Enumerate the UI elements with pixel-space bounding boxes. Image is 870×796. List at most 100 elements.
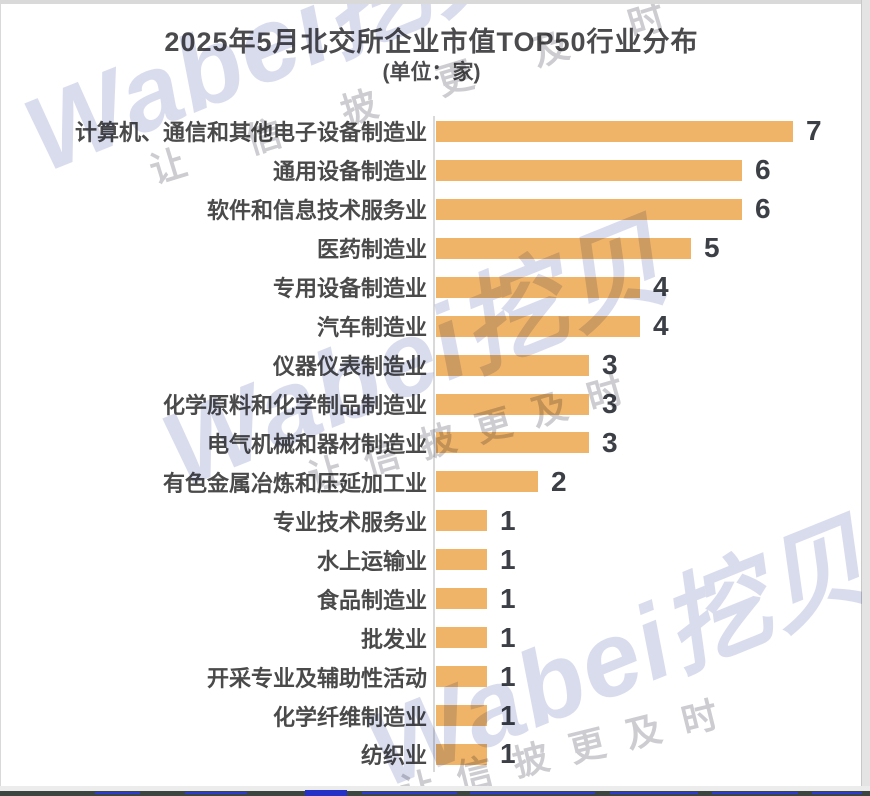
category-label: 通用设备制造业: [272, 159, 427, 185]
y-axis-line: [433, 116, 435, 772]
chart-row: 食品制造业 1: [1, 579, 862, 618]
cutoff-link-fragment: [610, 792, 698, 794]
category-label: 汽车制造业: [316, 315, 427, 341]
bar: [436, 627, 487, 649]
bar-track: 1: [436, 505, 516, 537]
value-label: 1: [500, 582, 516, 614]
bar: [436, 510, 487, 532]
bar-track: 7: [436, 115, 822, 147]
value-label: 4: [653, 271, 669, 303]
category-label: 化学原料和化学制品制造业: [162, 393, 427, 419]
category-label: 仪器仪表制造业: [272, 354, 427, 380]
chart-row: 医药制造业 5: [1, 229, 862, 268]
chart-title: 2025年5月北交所企业市值TOP50行业分布: [164, 27, 699, 57]
chart-row: 专用设备制造业 4: [1, 268, 862, 307]
bar-track: 2: [436, 466, 567, 498]
category-label: 专业技术服务业: [272, 509, 427, 535]
value-label: 1: [500, 504, 516, 536]
window-right-edge: [861, 0, 870, 791]
cutoff-link-fragment: [712, 792, 798, 794]
category-label: 食品制造业: [316, 587, 427, 613]
bar-track: 6: [436, 193, 771, 225]
category-label: 医药制造业: [316, 237, 427, 263]
bar-track: 1: [436, 583, 516, 615]
cutoff-link-fragment: [812, 792, 862, 794]
chart-rows: 计算机、通信和其他电子设备制造业 7 通用设备制造业 6 软件和信息技术服务业 6 医药制造…: [1, 112, 862, 774]
category-label: 纺织业: [360, 743, 427, 769]
category-label: 电气机械和器材制造业: [206, 431, 427, 457]
chart-row: 计算机、通信和其他电子设备制造业 7: [1, 112, 862, 151]
bar-track: 1: [436, 622, 516, 654]
bar-track: 1: [436, 661, 516, 693]
chart-row: 软件和信息技术服务业 6: [1, 190, 862, 229]
chart-canvas: 2025年5月北交所企业市值TOP50行业分布 (单位：家) 计算机、通信和其他…: [1, 4, 862, 786]
category-label: 批发业: [360, 626, 427, 652]
bar-track: 1: [436, 700, 516, 732]
bar: [436, 549, 487, 571]
category-label: 计算机、通信和其他电子设备制造业: [74, 120, 427, 146]
chart-row: 专业技术服务业 1: [1, 501, 862, 540]
value-label: 3: [602, 426, 618, 458]
bar: [436, 743, 487, 765]
value-label: 1: [500, 543, 516, 575]
value-label: 2: [551, 465, 567, 497]
chart-row: 通用设备制造业 6: [1, 151, 862, 190]
value-label: 1: [500, 660, 516, 692]
bar-track: 4: [436, 310, 669, 342]
bar-track: 6: [436, 154, 771, 186]
bar: [436, 471, 538, 493]
chart-row: 纺织业 1: [1, 735, 862, 774]
chart-row: 开采专业及辅助性活动 1: [1, 657, 862, 696]
bar: [436, 393, 589, 415]
chart-row: 化学原料和化学制品制造业 3: [1, 385, 862, 424]
cutoff-link-fragment: [470, 792, 595, 794]
value-label: 3: [602, 349, 618, 381]
bar: [436, 666, 487, 688]
bar: [436, 705, 487, 727]
chart-subtitle: (单位：家): [382, 61, 481, 84]
chart-row: 仪器仪表制造业 3: [1, 346, 862, 385]
bar: [436, 159, 742, 181]
value-label: 1: [500, 738, 516, 770]
value-label: 6: [755, 154, 771, 186]
chart-row: 水上运输业 1: [1, 540, 862, 579]
bar-track: 5: [436, 232, 720, 264]
bar: [436, 588, 487, 610]
chart-row: 有色金属冶炼和压延加工业 2: [1, 462, 862, 501]
bar: [436, 315, 640, 337]
category-label: 专用设备制造业: [272, 276, 427, 302]
cutoff-toolbar: [0, 790, 870, 796]
category-label: 有色金属冶炼和压延加工业: [162, 470, 427, 496]
bar: [436, 237, 691, 259]
chart-row: 化学纤维制造业 1: [1, 696, 862, 735]
value-label: 6: [755, 193, 771, 225]
bar: [436, 198, 742, 220]
bar: [436, 432, 589, 454]
category-label: 开采专业及辅助性活动: [206, 665, 427, 691]
chart-row: 汽车制造业 4: [1, 307, 862, 346]
category-label: 水上运输业: [316, 548, 427, 574]
value-label: 5: [704, 232, 720, 264]
value-label: 1: [500, 621, 516, 653]
bar: [436, 354, 589, 376]
bar-track: 4: [436, 271, 669, 303]
category-label: 化学纤维制造业: [272, 704, 427, 730]
value-label: 3: [602, 388, 618, 420]
footer-strip: [0, 786, 870, 791]
bar-chart: 计算机、通信和其他电子设备制造业 7 通用设备制造业 6 软件和信息技术服务业 6 医药制造…: [1, 112, 862, 776]
chart-row: 批发业 1: [1, 618, 862, 657]
bar-track: 3: [436, 427, 618, 459]
cutoff-link-fragment: [362, 792, 457, 794]
chart-row: 电气机械和器材制造业 3: [1, 424, 862, 463]
cutoff-link-fragment: [95, 792, 140, 794]
category-label: 软件和信息技术服务业: [206, 198, 427, 224]
bar-track: 1: [436, 544, 516, 576]
bar-track: 3: [436, 349, 618, 381]
value-label: 4: [653, 310, 669, 342]
cutoff-link-fragment: [305, 790, 347, 796]
cutoff-link-fragment: [185, 792, 247, 794]
value-label: 7: [806, 115, 822, 147]
bar: [436, 276, 640, 298]
value-label: 1: [500, 699, 516, 731]
bar-track: 1: [436, 738, 516, 770]
